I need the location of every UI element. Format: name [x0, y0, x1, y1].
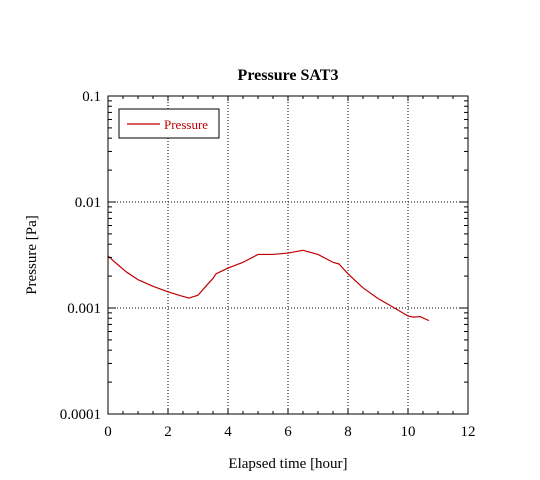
y-axis-label: Pressure [Pa]: [24, 215, 40, 295]
series-line-pressure: [107, 249, 430, 322]
y-tick-label: 0.001: [67, 301, 101, 317]
x-tick-label: 12: [461, 424, 476, 440]
ticks: [107, 95, 469, 415]
chart-title: Pressure SAT3: [238, 67, 339, 84]
x-axis-label: Elapsed time [hour]: [228, 456, 347, 472]
y-tick-label: 0.01: [75, 195, 101, 211]
x-tick-label: 6: [284, 424, 292, 440]
legend: Pressure: [118, 108, 220, 139]
x-tick-label: 2: [164, 424, 172, 440]
x-tick-label: 8: [344, 424, 352, 440]
x-tick-label: 10: [401, 424, 416, 440]
tick-labels: 0 2 4 6 8 10 12 0.0001 0.001 0.01 0.1: [60, 89, 476, 440]
x-tick-label: 4: [224, 424, 232, 440]
grid: [108, 96, 468, 414]
x-tick-label: 0: [104, 424, 112, 440]
y-tick-label: 0.1: [82, 89, 101, 105]
legend-label-pressure: Pressure: [164, 117, 208, 132]
series-layer: [107, 249, 430, 322]
y-tick-label: 0.0001: [60, 407, 101, 423]
